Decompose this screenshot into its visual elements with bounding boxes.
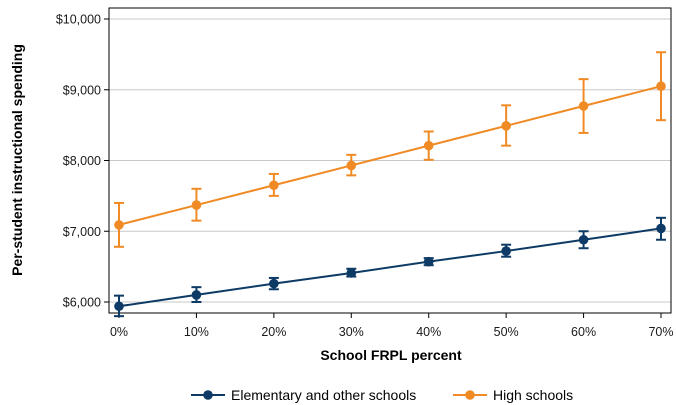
series-0: [114, 216, 666, 318]
x-tick-label: 20%: [261, 325, 286, 339]
data-point: [191, 290, 202, 300]
x-tick-label: 30%: [339, 325, 364, 339]
y-tick-label: $8,000: [63, 154, 101, 168]
series-layer: [114, 51, 666, 318]
legend-marker-elementary: [203, 390, 213, 400]
y-axis: $6,000 $7,000 $8,000 $9,000 $10,000: [56, 13, 109, 310]
data-point: [423, 256, 434, 267]
legend-label-high: High schools: [493, 387, 573, 403]
data-point: [114, 220, 124, 230]
y-tick-label: $9,000: [63, 83, 101, 97]
y-tick-label: $10,000: [56, 13, 101, 27]
data-point: [346, 268, 357, 278]
legend-marker-high: [465, 390, 475, 400]
data-point: [656, 223, 666, 234]
data-point: [269, 180, 279, 191]
x-tick-label: 60%: [571, 325, 596, 339]
x-tick-label: 70%: [648, 325, 673, 339]
legend: Elementary and other schools High school…: [191, 387, 573, 403]
data-point: [423, 140, 434, 151]
series-line: [118, 227, 662, 308]
y-tick-label: $7,000: [63, 225, 101, 239]
data-point: [578, 101, 589, 111]
x-tick-label: 0%: [110, 325, 128, 339]
x-tick-label: 50%: [494, 325, 519, 339]
data-point: [269, 278, 279, 289]
y-axis-title: Per-student instructional spending: [9, 44, 25, 276]
y-tick-label: $6,000: [63, 296, 101, 310]
data-point: [656, 81, 666, 92]
legend-label-elementary: Elementary and other schools: [231, 387, 416, 403]
x-axis: 0% 10% 20% 30% 40% 50% 60% 70%: [110, 313, 674, 339]
gridlines: [109, 18, 671, 303]
data-point: [501, 121, 511, 131]
x-axis-title: School FRPL percent: [320, 347, 462, 363]
x-tick-label: 40%: [416, 325, 441, 339]
series-line: [118, 85, 662, 226]
data-point: [346, 160, 357, 171]
data-point: [501, 246, 511, 256]
data-point: [191, 200, 202, 210]
data-point: [578, 234, 589, 245]
x-tick-label: 10%: [184, 325, 209, 339]
series-1: [114, 51, 666, 248]
data-point: [114, 301, 124, 312]
